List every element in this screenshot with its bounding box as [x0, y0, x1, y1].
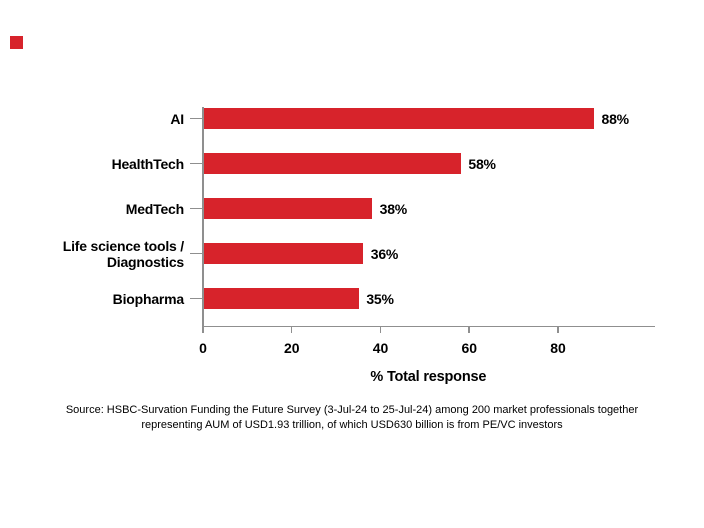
- bar-value-label: 88%: [601, 110, 630, 127]
- bar-value-label: 58%: [468, 155, 496, 172]
- category-tick-mark: [190, 252, 202, 255]
- x-axis-tick-label: 0: [199, 340, 207, 356]
- x-axis-tick-mark: [468, 327, 470, 333]
- category-tick-mark: [190, 117, 202, 120]
- x-axis-tick-label: 20: [283, 340, 300, 356]
- x-axis-tick-mark: [557, 327, 559, 333]
- x-axis-tick-label: 60: [461, 340, 478, 356]
- x-axis-tick-mark: [290, 327, 293, 333]
- category-label: HealthTech: [111, 155, 185, 172]
- source-note: Source: HSBC-Survation Funding the Futur…: [20, 403, 684, 433]
- x-axis-tick-label: 80: [550, 340, 566, 356]
- source-note-line1: Source: HSBC-Survation Funding the Futur…: [65, 404, 639, 416]
- bar-value-label: 35%: [366, 290, 394, 307]
- x-axis-tick-mark: [202, 327, 204, 333]
- category-label: Biopharma: [112, 290, 185, 307]
- bar: [203, 198, 373, 219]
- category-tick-mark: [190, 297, 202, 300]
- bar: [203, 288, 359, 309]
- category-label: AI: [170, 110, 184, 127]
- x-axis-tick-mark: [379, 327, 381, 333]
- bar: [203, 153, 461, 174]
- bar: [203, 243, 364, 264]
- category-label: MedTech: [125, 200, 184, 217]
- bar-value-label: 38%: [379, 200, 408, 217]
- x-axis-tick-label: 40: [372, 340, 389, 356]
- category-tick-mark: [190, 207, 202, 210]
- bar-value-label: 36%: [370, 245, 399, 262]
- bar: [203, 108, 594, 129]
- category-tick-mark: [190, 162, 202, 165]
- x-axis-line: [202, 325, 655, 327]
- hsbc-brand-mark-icon: [10, 36, 23, 49]
- category-label: Life science tools / Diagnostics: [62, 237, 184, 270]
- y-axis-line: [202, 107, 204, 327]
- source-note-line2: representing AUM of USD1.93 trillion, of…: [141, 419, 563, 431]
- x-axis-title: % Total response: [370, 369, 487, 385]
